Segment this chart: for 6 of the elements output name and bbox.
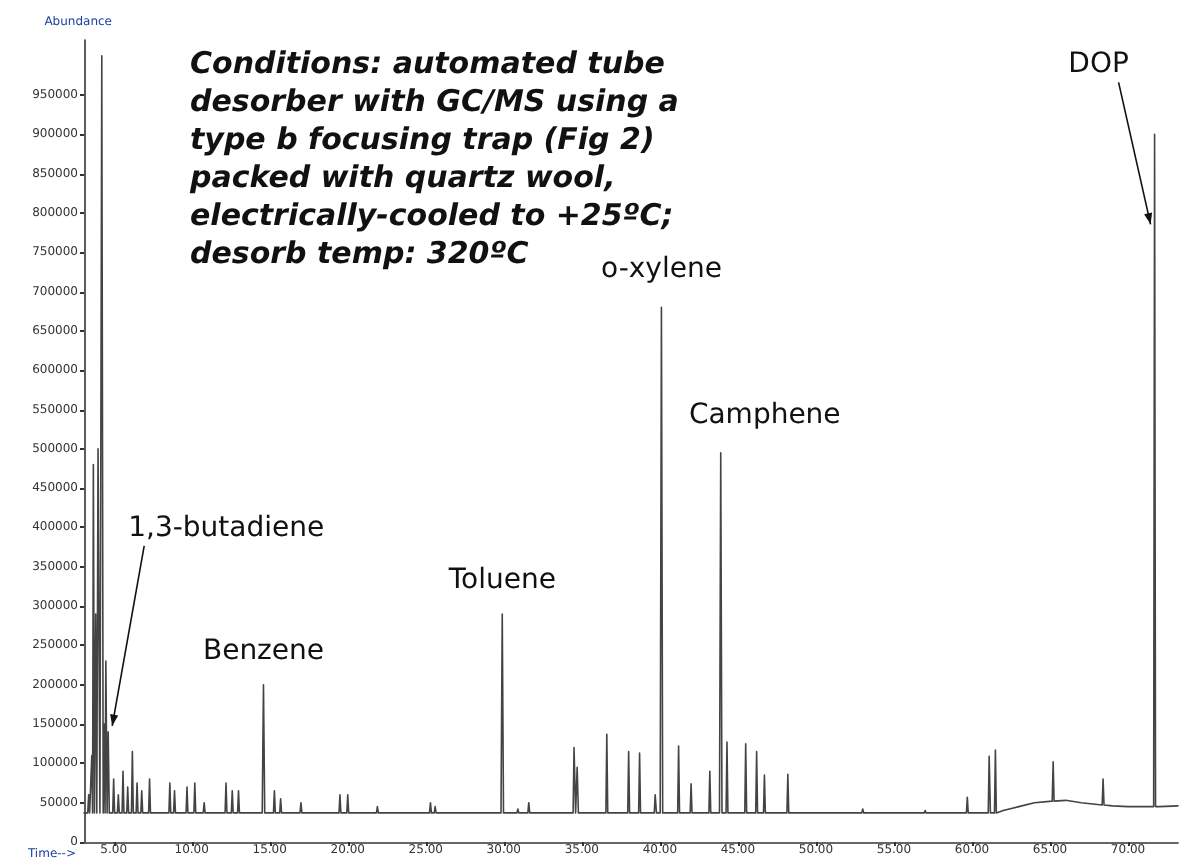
annotation: Benzene: [202, 634, 325, 667]
annotation: o-xylene: [600, 253, 722, 286]
annotation: Toluene: [446, 563, 556, 596]
annotation: DOP: [1068, 48, 1129, 81]
annotation: Camphene: [688, 398, 841, 431]
annotation: 1,3-butadiene: [128, 511, 325, 544]
